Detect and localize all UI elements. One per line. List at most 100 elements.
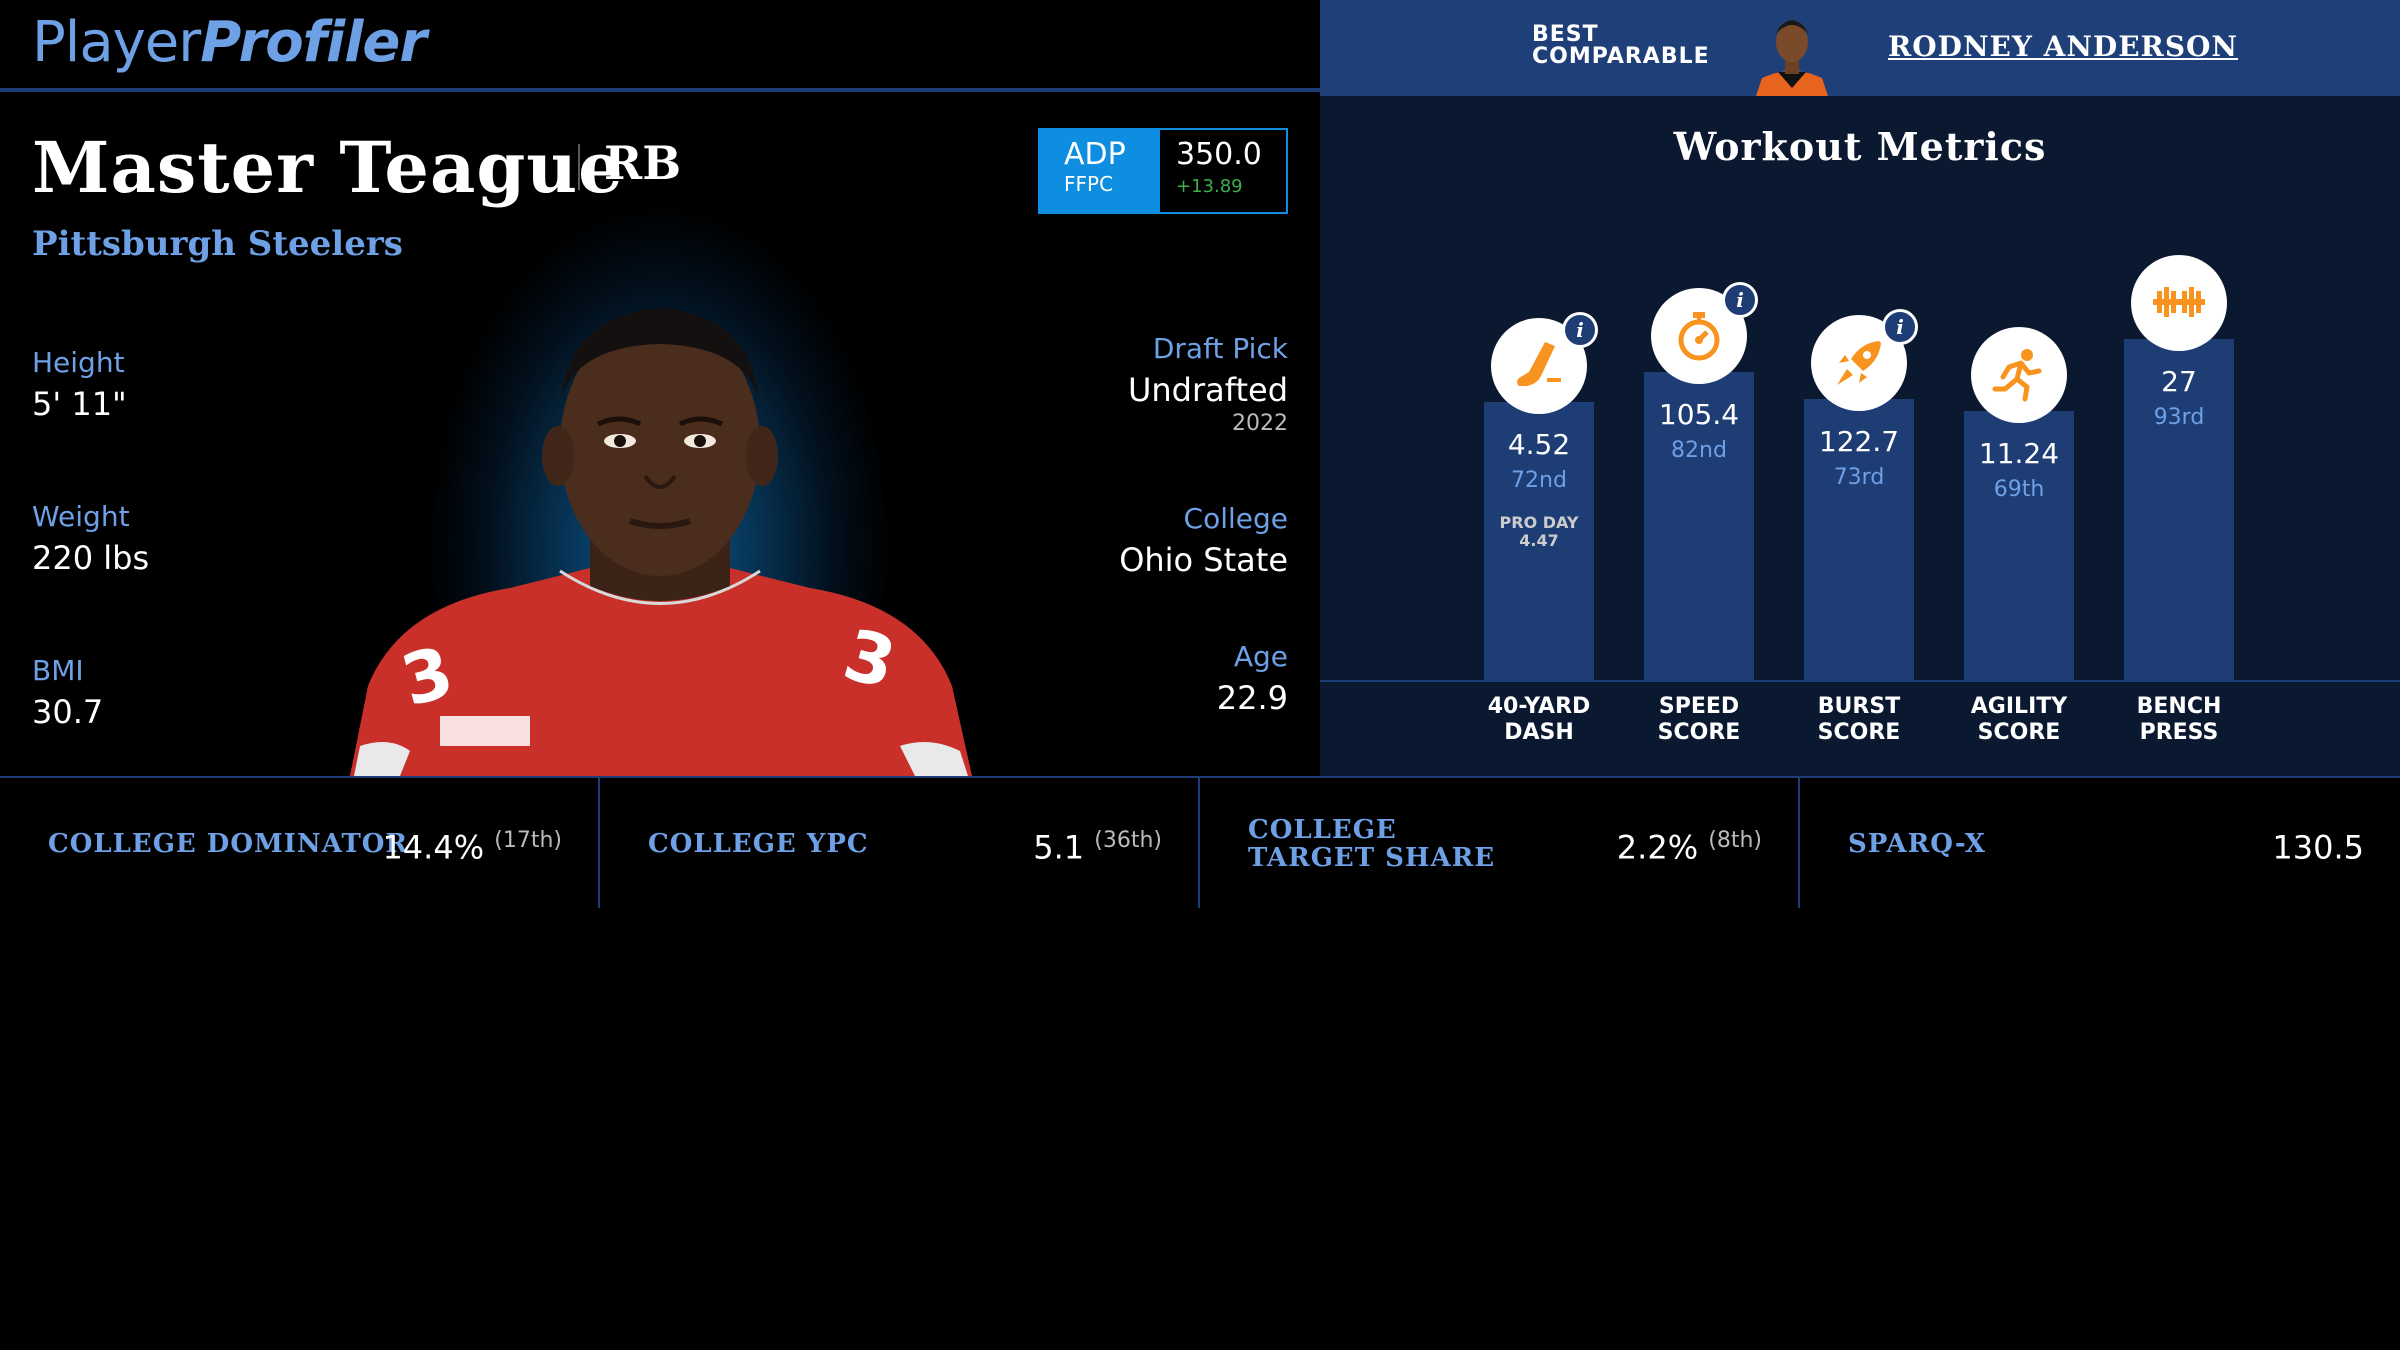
- adp-label: ADP: [1064, 140, 1160, 170]
- runner-icon: [1971, 327, 2067, 423]
- metric-label-line2: SCORE: [1658, 720, 1741, 745]
- metric-bar-40-yard-dash: i 4.52 72nd PRO DAY 4.47: [1484, 402, 1594, 680]
- college-dominator-label[interactable]: COLLEGE DOMINATOR: [48, 830, 408, 858]
- weight-stat: Weight 220 lbs: [32, 500, 149, 577]
- adp-change: +13.89: [1176, 176, 1286, 197]
- bmi-value: 30.7: [32, 693, 103, 731]
- metric-label-line1: 40-YARD: [1488, 694, 1591, 719]
- age-stat: Age 22.9: [1217, 640, 1288, 717]
- metric-value-bench-press: 27: [2124, 365, 2234, 398]
- metric-bar-agility-score: 11.24 69th: [1964, 411, 2074, 680]
- playerprofiler-logo[interactable]: PlayerProfiler: [32, 10, 426, 75]
- metric-bar-burst-score: i 122.7 73rd: [1804, 399, 1914, 680]
- metric-label-line2: PRESS: [2140, 720, 2219, 745]
- best-comparable-label-line2: COMPARABLE: [1532, 44, 1710, 69]
- college-ypc-value: 5.1 (36th): [1033, 828, 1162, 867]
- pro-day-40-yard-dash: PRO DAY 4.47: [1484, 514, 1594, 550]
- college-ypc-label[interactable]: COLLEGE YPC: [648, 830, 869, 858]
- pro-day-value: 4.47: [1519, 531, 1558, 550]
- info-icon-speed-score[interactable]: i: [1722, 282, 1758, 318]
- metric-label-40-yard-dash: 40-YARD DASH: [1459, 694, 1619, 746]
- draft-pick-stat: Draft Pick Undrafted 2022: [1128, 332, 1288, 436]
- metric-label-line1: AGILITY: [1971, 694, 2067, 719]
- metric-label-line1: BURST: [1818, 694, 1900, 719]
- player-name: Master Teague: [32, 126, 624, 209]
- stat-cell-college-target-share: COLLEGE TARGET SHARE 2.2% (8th): [1200, 778, 1800, 908]
- adp-value-block: 350.0 +13.89: [1160, 130, 1286, 212]
- draft-pick-value: Undrafted: [1128, 371, 1288, 409]
- metric-label-line2: SCORE: [1978, 720, 2061, 745]
- weight-value: 220 lbs: [32, 539, 149, 577]
- metric-rank-bench-press: 93rd: [2124, 405, 2234, 430]
- player-position: RB: [604, 136, 681, 190]
- metric-bar-speed-score: i 105.4 82nd: [1644, 372, 1754, 680]
- college-target-share-rank: (8th): [1708, 828, 1762, 853]
- logo-bar: PlayerProfiler: [0, 0, 1320, 92]
- stat-cell-college-ypc: COLLEGE YPC 5.1 (36th): [600, 778, 1200, 908]
- age-value: 22.9: [1217, 679, 1288, 717]
- college-target-share-label[interactable]: COLLEGE TARGET SHARE: [1248, 816, 1528, 872]
- logo-text-player: Player: [32, 10, 200, 75]
- info-icon-40-yard-dash[interactable]: i: [1562, 312, 1598, 348]
- metric-value-speed-score: 105.4: [1644, 398, 1754, 431]
- info-icon-burst-score[interactable]: i: [1882, 309, 1918, 345]
- metric-bar-bench-press: 27 93rd: [2124, 339, 2234, 680]
- adp-label-block: ADP FFPC: [1040, 130, 1160, 212]
- college-stats-row: COLLEGE DOMINATOR 14.4% (17th) COLLEGE Y…: [0, 776, 2400, 906]
- pro-day-label: PRO DAY: [1500, 513, 1579, 532]
- best-comparable-label: BEST COMPARABLE: [1532, 24, 1710, 68]
- metric-rank-agility-score: 69th: [1964, 477, 2074, 502]
- college-stat: College Ohio State: [1119, 502, 1288, 579]
- college-dominator-value: 14.4% (17th): [382, 828, 562, 867]
- college-value: Ohio State: [1119, 541, 1288, 579]
- metric-label-speed-score: SPEED SCORE: [1619, 694, 1779, 746]
- comparable-player-link[interactable]: RODNEY ANDERSON: [1888, 30, 2238, 63]
- college-target-share-value: 2.2% (8th): [1617, 828, 1762, 867]
- stat-cell-college-dominator: COLLEGE DOMINATOR 14.4% (17th): [0, 778, 600, 908]
- adp-source: FFPC: [1064, 172, 1160, 196]
- college-dominator-number: 14.4%: [382, 829, 484, 867]
- metric-label-line1: BENCH: [2137, 694, 2222, 719]
- adp-box: ADP FFPC 350.0 +13.89: [1038, 128, 1288, 214]
- metric-label-agility-score: AGILITY SCORE: [1939, 694, 2099, 746]
- dumbbell-icon: [2131, 255, 2227, 351]
- metric-rank-40-yard-dash: 72nd: [1484, 468, 1594, 493]
- metric-label-line1: SPEED: [1659, 694, 1739, 719]
- logo-text-profiler: Profiler: [200, 10, 426, 75]
- college-ypc-number: 5.1: [1033, 829, 1084, 867]
- player-profile-panel: Master Teague RB Pittsburgh Steelers ADP…: [0, 96, 1320, 776]
- workout-metrics-title: Workout Metrics: [1320, 124, 2400, 169]
- sparq-x-label[interactable]: SPARQ-X: [1848, 830, 1986, 858]
- bmi-stat: BMI 30.7: [32, 654, 103, 731]
- metric-value-burst-score: 122.7: [1804, 425, 1914, 458]
- player-team-link[interactable]: Pittsburgh Steelers: [32, 224, 403, 264]
- age-label: Age: [1217, 640, 1288, 673]
- workout-metrics-panel: Workout Metrics i 4.52 72nd PRO DAY 4.47…: [1320, 96, 2400, 776]
- height-value: 5' 11": [32, 385, 127, 423]
- metric-label-line2: SCORE: [1818, 720, 1901, 745]
- height-label: Height: [32, 346, 127, 379]
- comparable-player-avatar: [1748, 8, 1836, 96]
- stat-cell-sparq-x: SPARQ-X 130.5: [1800, 778, 2400, 908]
- college-target-share-number: 2.2%: [1617, 829, 1698, 867]
- best-comparable-bar: BEST COMPARABLE RODNEY ANDERSON: [1320, 0, 2400, 96]
- draft-pick-label: Draft Pick: [1128, 332, 1288, 365]
- college-label: College: [1119, 502, 1288, 535]
- metric-rank-burst-score: 73rd: [1804, 465, 1914, 490]
- metric-value-40-yard-dash: 4.52: [1484, 428, 1594, 461]
- sparq-x-value: 130.5: [2272, 828, 2364, 867]
- metric-rank-speed-score: 82nd: [1644, 438, 1754, 463]
- weight-label: Weight: [32, 500, 149, 533]
- chart-baseline: [1320, 680, 2400, 682]
- player-photo: 3 3: [340, 306, 980, 776]
- adp-value: 350.0: [1176, 140, 1286, 170]
- height-stat: Height 5' 11": [32, 346, 127, 423]
- metric-value-agility-score: 11.24: [1964, 437, 2074, 470]
- name-divider: [578, 144, 580, 190]
- bmi-label: BMI: [32, 654, 103, 687]
- metric-label-bench-press: BENCH PRESS: [2099, 694, 2259, 746]
- college-ypc-rank: (36th): [1094, 828, 1162, 853]
- sparq-x-number: 130.5: [2272, 829, 2364, 867]
- metric-label-burst-score: BURST SCORE: [1779, 694, 1939, 746]
- metric-label-line2: DASH: [1504, 720, 1574, 745]
